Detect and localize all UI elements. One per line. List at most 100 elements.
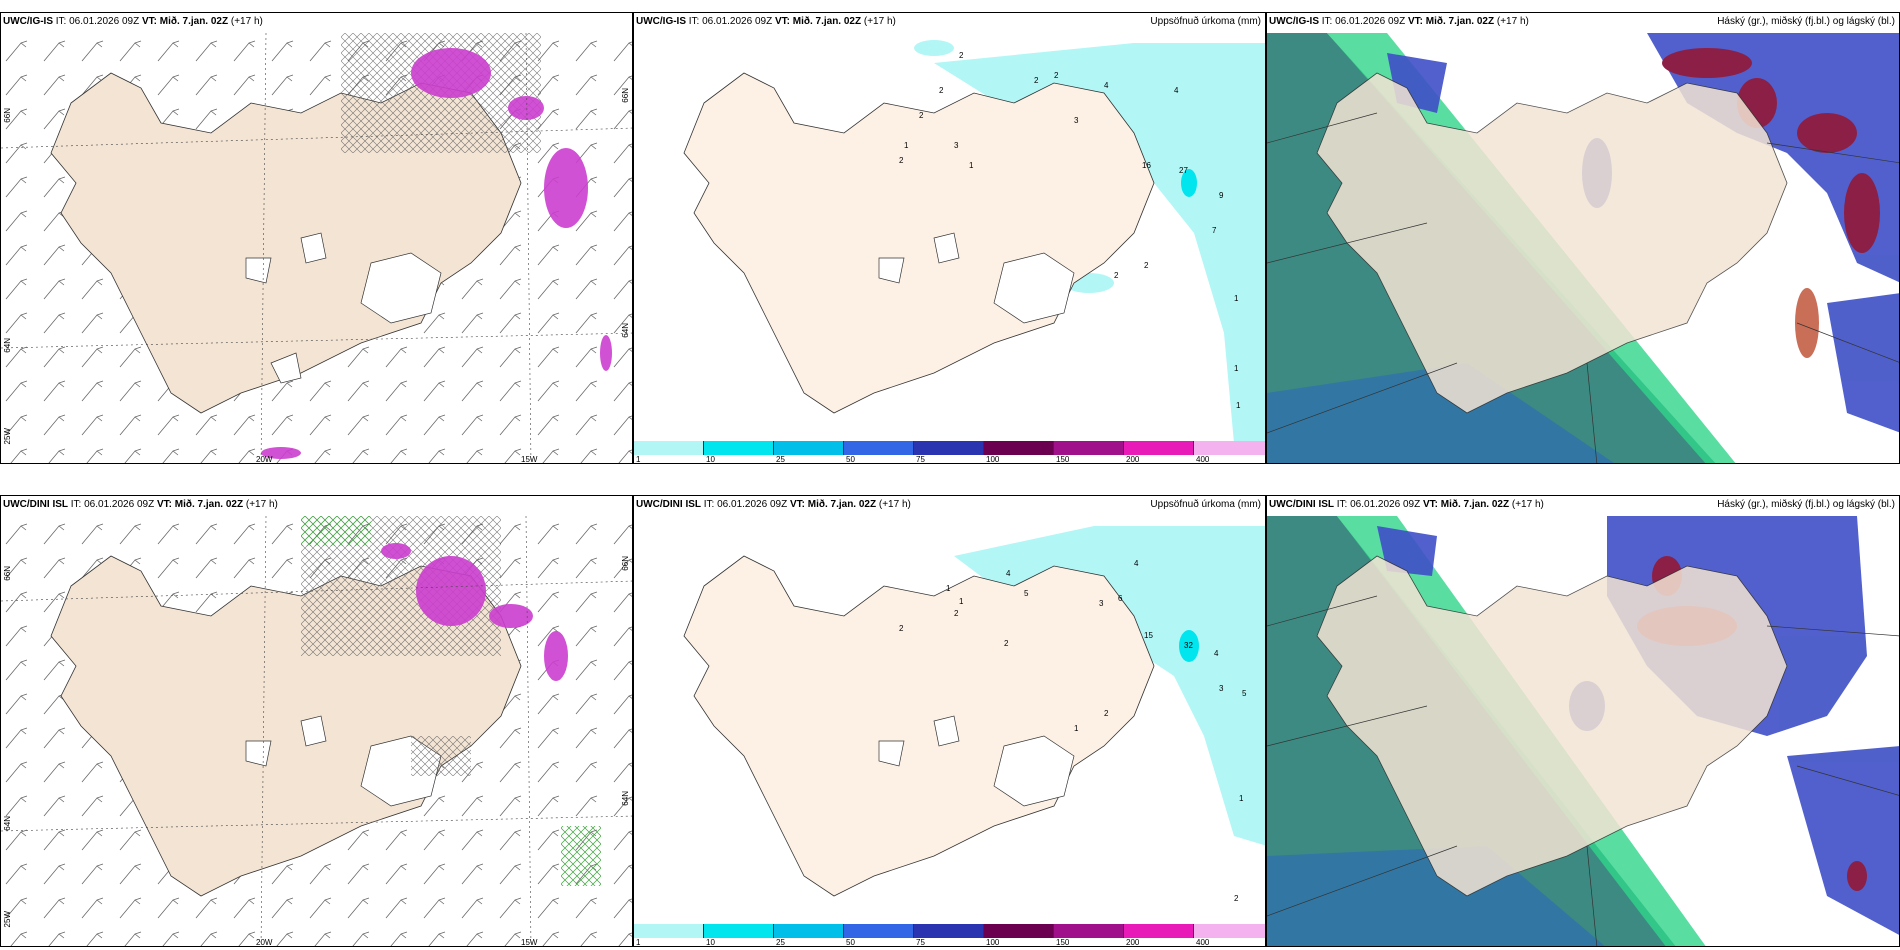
precip-number: 4: [1006, 569, 1011, 578]
scale-swatch: [704, 924, 774, 938]
right-lat-64: 64N: [621, 791, 630, 806]
precip-number: 2: [1114, 271, 1119, 280]
right-lat-66: 66N: [621, 556, 630, 571]
cloud-map: [1267, 516, 1899, 946]
lat-label-66: 66N: [3, 108, 12, 123]
scale-swatch: [1054, 441, 1124, 455]
scale-label: 50: [846, 938, 855, 947]
precip-number: 1: [969, 161, 974, 170]
lon-label-20w: 20W: [256, 938, 273, 947]
precip-map: 2 1 1 2 4 2 5 3 4 6 15 32 4 3 5 2 1 1 2: [683, 526, 1265, 903]
wind-panel-bottom: UWC/DINI ISL IT: 06.01.2026 09Z VT: Mið.…: [0, 495, 633, 947]
lat-label-64: 64N: [3, 816, 12, 831]
precip-number: 1: [1236, 401, 1241, 410]
iceland-land: [1316, 72, 1788, 414]
scale-swatch: [984, 441, 1054, 455]
scale-swatch: [984, 924, 1054, 938]
precip-number: 6: [1118, 594, 1123, 603]
precip-number: 3: [1074, 116, 1079, 125]
lat-label-25w: 25W: [3, 911, 12, 928]
lat-label-25w: 25W: [3, 428, 12, 445]
scale-label: 100: [986, 938, 1000, 947]
precip-number: 9: [1219, 191, 1224, 200]
precip-number: 4: [1214, 649, 1219, 658]
scale-label: 150: [1056, 938, 1070, 947]
scale-label: 25: [776, 455, 785, 464]
panel-title: Háský (gr.), miðský (fj.bl.) og lágský (…: [1717, 16, 1895, 27]
scale-label: 10: [706, 455, 715, 464]
precip-number: 2: [1004, 639, 1009, 648]
lat-label-66: 66N: [3, 566, 12, 581]
precip-number: 1: [1074, 724, 1079, 733]
precip-number: 15: [1144, 631, 1153, 640]
precip-map: 2 2 2 1 2 3 1 2 2 4 3 4 16 27 9 7 2 2 1 …: [683, 40, 1265, 443]
scale-swatch: [774, 924, 844, 938]
scale-label: 75: [916, 455, 925, 464]
precip-number: 5: [1024, 589, 1029, 598]
panel-header: UWC/DINI ISL IT: 06.01.2026 09Z VT: Mið.…: [3, 499, 278, 510]
precip-number: 2: [1144, 261, 1149, 270]
precip-number: 2: [1054, 71, 1059, 80]
wind-map: [1, 516, 632, 946]
precip-color-scale: 1 10 25 50 75 100 150 200 400: [634, 924, 1265, 946]
scale-swatch: [914, 924, 984, 938]
panel-title: Uppsöfnuð úrkoma (mm): [1150, 16, 1261, 27]
precip-number: 2: [954, 609, 959, 618]
panel-title: Uppsöfnuð úrkoma (mm): [1150, 499, 1261, 510]
precip-panel-bottom: UWC/DINI ISL IT: 06.01.2026 09Z VT: Mið.…: [633, 495, 1266, 947]
precip-number: 32: [1184, 641, 1193, 650]
precip-number: 4: [1174, 86, 1179, 95]
lon-label-15w: 15W: [521, 938, 538, 947]
precip-number: 5: [1242, 689, 1247, 698]
cloud-map: [1267, 33, 1899, 463]
panel-header: UWC/DINI ISL IT: 06.01.2026 09Z VT: Mið.…: [636, 499, 911, 510]
precip-number: 16: [1142, 161, 1151, 170]
precip-color-scale: 1 10 25 50 75 100 150 200 400: [634, 441, 1265, 463]
precip-number: 2: [899, 624, 904, 633]
panel-header: UWC/DINI ISL IT: 06.01.2026 09Z VT: Mið.…: [1269, 499, 1544, 510]
snow-areas: [381, 543, 568, 681]
scale-label: 75: [916, 938, 925, 947]
precip-number-labels: 2 1 1 2 4 2 5 3 4 6 15 32 4 3 5 2 1 1 2: [899, 559, 1247, 903]
scale-label: 200: [1126, 455, 1140, 464]
snow-areas: [261, 48, 612, 459]
precip-number: 4: [1104, 81, 1109, 90]
precip-number: 1: [959, 597, 964, 606]
scale-label: 150: [1056, 455, 1070, 464]
precip-number: 3: [1099, 599, 1104, 608]
scale-swatch: [1054, 924, 1124, 938]
precip-number: 2: [1104, 709, 1109, 718]
precip-number: 1: [1234, 294, 1239, 303]
iceland-land: [50, 72, 522, 414]
panel-header: UWC/IG-IS IT: 06.01.2026 09Z VT: Mið. 7.…: [1269, 16, 1529, 27]
iceland-land: [683, 72, 1155, 414]
scale-label: 10: [706, 938, 715, 947]
lat-label-64: 64N: [3, 338, 12, 353]
scale-swatch: [704, 441, 774, 455]
lon-label-15w: 15W: [521, 455, 538, 464]
right-lat-66: 66N: [621, 88, 630, 103]
precip-number: 27: [1179, 166, 1188, 175]
scale-label: 400: [1196, 455, 1210, 464]
right-lat-64: 64N: [621, 323, 630, 338]
precip-number: 2: [939, 86, 944, 95]
precip-number: 4: [1134, 559, 1139, 568]
scale-label: 25: [776, 938, 785, 947]
scale-swatch: [1124, 924, 1194, 938]
precip-number: 1: [946, 584, 951, 593]
scale-swatch: [774, 441, 844, 455]
scale-swatch: [1194, 441, 1265, 455]
scale-swatch: [844, 441, 914, 455]
precip-number: 7: [1212, 226, 1217, 235]
scale-swatch: [1194, 924, 1265, 938]
iceland-land: [683, 555, 1155, 897]
precip-number: 3: [1219, 684, 1224, 693]
scale-swatch: [844, 924, 914, 938]
precip-number: 3: [954, 141, 959, 150]
precip-number-labels: 2 2 2 1 2 3 1 2 2 4 3 4 16 27 9 7 2 2 1 …: [899, 51, 1241, 410]
scale-label: 400: [1196, 938, 1210, 947]
scale-swatch: [634, 441, 704, 455]
precip-number: 2: [1034, 76, 1039, 85]
precip-panel-top: UWC/IG-IS IT: 06.01.2026 09Z VT: Mið. 7.…: [633, 12, 1266, 464]
lon-label-20w: 20W: [256, 455, 273, 464]
